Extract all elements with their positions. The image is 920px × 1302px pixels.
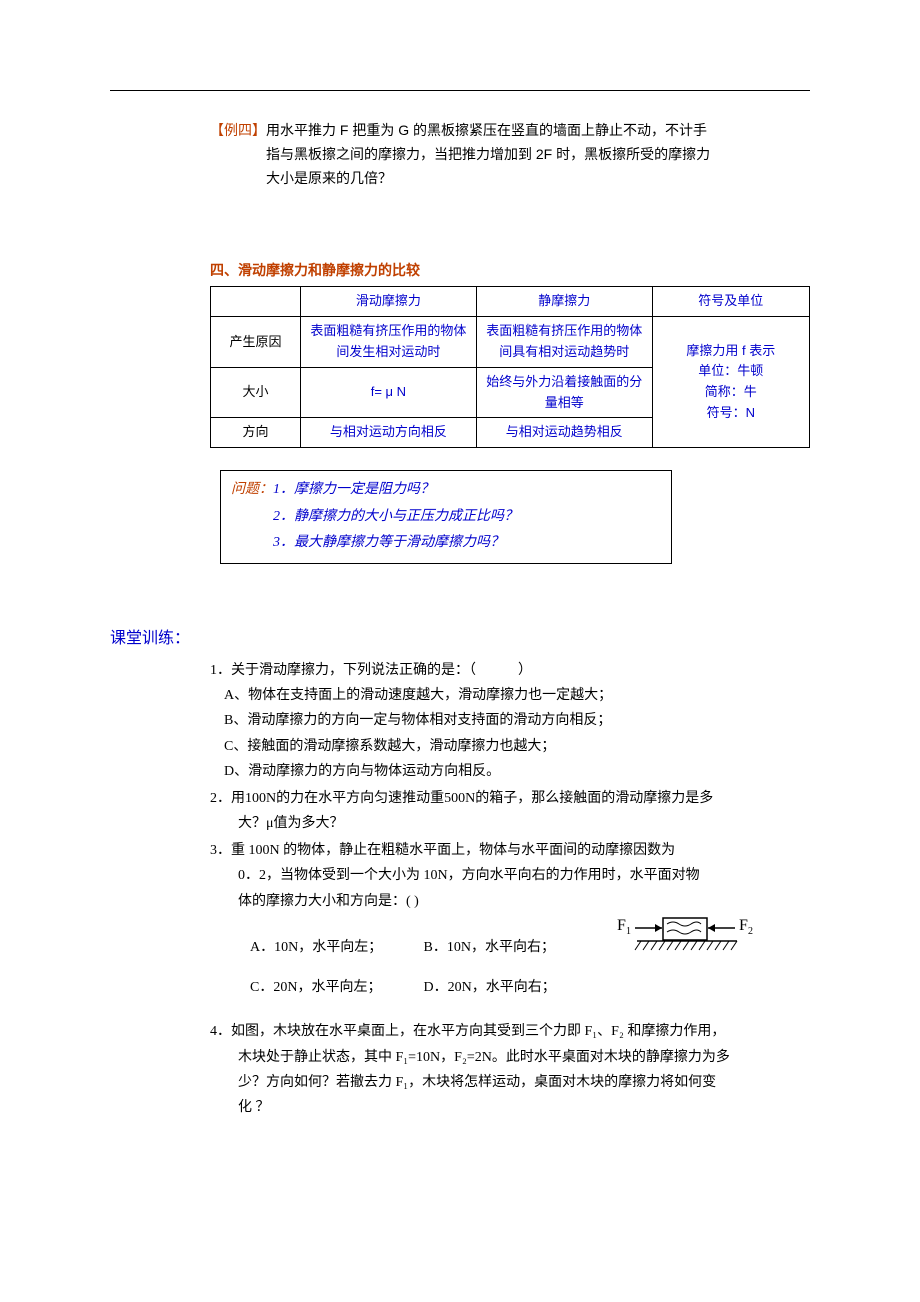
qbox-q1: 1．摩擦力一定是阻力吗？	[273, 482, 434, 497]
comparison-table: 滑动摩擦力 静摩擦力 符号及单位 产生原因 表面粗糙有挤压作用的物体间发生相对运…	[210, 286, 810, 448]
p1-opt-a: A、物体在支持面上的滑动速度越大，滑动摩擦力也一定越大；	[224, 683, 810, 708]
fig-f2-label: F	[739, 917, 748, 934]
row-dir-label: 方向	[211, 418, 301, 448]
row-cause-static: 表面粗糙有挤压作用的物体间具有相对运动趋势时	[476, 317, 652, 368]
example-label: 【例四】	[210, 122, 266, 138]
row-dir-static: 与相对运动趋势相反	[476, 418, 652, 448]
table-header-blank	[211, 287, 301, 317]
training-title: 课堂训练：	[110, 624, 810, 648]
example-text-line3: 大小是原来的几倍？	[266, 170, 392, 186]
p1-opt-c: C、接触面的滑动摩擦系数越大，滑动摩擦力也越大；	[224, 734, 810, 759]
table-header-sliding: 滑动摩擦力	[300, 287, 476, 317]
table-header-static: 静摩擦力	[476, 287, 652, 317]
p1-stem: 1．关于滑动摩擦力，下列说法正确的是：（ ）	[210, 658, 810, 683]
fig-f1-arrowhead	[655, 924, 662, 932]
p4-line2: 木块处于静止状态，其中 F₁=10N，F₂=2N。此时水平桌面对木块的静摩擦力为…	[238, 1045, 810, 1070]
question-box: 问题：1．摩擦力一定是阻力吗？ 问题：2．静摩擦力的大小与正压力成正比吗？ 问题…	[220, 470, 672, 564]
p1-opt-b: B、滑动摩擦力的方向一定与物体相对支持面的滑动方向相反；	[224, 708, 810, 733]
section-4-title: 四、滑动摩擦力和静摩擦力的比较	[210, 260, 810, 280]
fig-f1-sub: 1	[626, 926, 631, 937]
row-mag-sliding: f= μ N	[300, 367, 476, 418]
p2-line2: 大？μ值为多大？	[238, 811, 810, 836]
p3-line2: 0．2，当物体受到一个大小为 10N，方向水平向右的力作用时，水平面对物	[238, 863, 810, 888]
p3-opt-d: D．20N，水平向右；	[424, 975, 594, 1002]
p2-line1: 2．用100N的力在水平方向匀速推动重500N的箱子，那么接触面的滑动摩擦力是多	[210, 786, 810, 811]
qbox-q2: 2．静摩擦力的大小与正压力成正比吗？	[273, 509, 518, 524]
row-mag-label: 大小	[211, 367, 301, 418]
p3-options: A．10N，水平向左； B．10N，水平向右； F 1	[250, 920, 810, 1002]
p4-line1: 4．如图，木块放在水平桌面上，在水平方向其受到三个力即 F₁、F₂ 和摩擦力作用…	[210, 1019, 810, 1044]
table-header-unit: 符号及单位	[652, 287, 809, 317]
p3-opt-a: A．10N，水平向左；	[250, 935, 420, 962]
p3-opt-c: C．20N，水平向左；	[250, 975, 420, 1002]
problem-2: 2．用100N的力在水平方向匀速推动重500N的箱子，那么接触面的滑动摩擦力是多…	[210, 786, 810, 836]
top-rule	[110, 90, 810, 91]
row-mag-static: 始终与外力沿着接触面的分量相等	[476, 367, 652, 418]
problem-1: 1．关于滑动摩擦力，下列说法正确的是：（ ） A、物体在支持面上的滑动速度越大，…	[210, 658, 810, 784]
problems: 1．关于滑动摩擦力，下列说法正确的是：（ ） A、物体在支持面上的滑动速度越大，…	[210, 658, 810, 1120]
p3-opt-b: B．10N，水平向右；	[424, 935, 594, 962]
fig-ground-hatch	[635, 941, 737, 950]
p4-line4: 化 ？	[238, 1095, 810, 1120]
qbox-label: 问题：	[231, 482, 273, 497]
p1-opt-d: D、滑动摩擦力的方向与物体运动方向相反。	[224, 759, 810, 784]
row-cause-sliding: 表面粗糙有挤压作用的物体间发生相对运动时	[300, 317, 476, 368]
problem-3: 3．重 100N 的物体，静止在粗糙水平面上，物体与水平面间的动摩擦因数为 0．…	[210, 838, 810, 1001]
problem-4: 4．如图，木块放在水平桌面上，在水平方向其受到三个力即 F₁、F₂ 和摩擦力作用…	[210, 1019, 810, 1120]
qbox-q3: 3．最大静摩擦力等于滑动摩擦力吗？	[273, 535, 504, 550]
fig-block-hatch	[667, 922, 701, 934]
p3-line1: 3．重 100N 的物体，静止在粗糙水平面上，物体与水平面间的动摩擦因数为	[210, 838, 810, 863]
example-text-line1: 用水平推力 F 把重为 G 的黑板擦紧压在竖直的墙面上静止不动，不计手	[266, 122, 707, 138]
table-header-row: 滑动摩擦力 静摩擦力 符号及单位	[211, 287, 810, 317]
example-4: 【例四】用水平推力 F 把重为 G 的黑板擦紧压在竖直的墙面上静止不动，不计手 …	[210, 119, 810, 190]
row-cause-label: 产生原因	[211, 317, 301, 368]
row-unit-cell: 摩擦力用 f 表示 单位：牛顿 简称：牛 符号：N	[652, 317, 809, 448]
fig-block	[663, 918, 707, 940]
page: 【例四】用水平推力 F 把重为 G 的黑板擦紧压在竖直的墙面上静止不动，不计手 …	[0, 0, 920, 1182]
fig-f2-arrowhead	[708, 924, 715, 932]
row-dir-sliding: 与相对运动方向相反	[300, 418, 476, 448]
figure-svg: F 1 F 2	[607, 914, 767, 974]
example-text-line2: 指与黑板擦之间的摩擦力，当把推力增加到 2F 时，黑板擦所受的摩擦力	[266, 146, 710, 162]
p3-line3: 体的摩擦力大小和方向是：( )	[238, 889, 810, 914]
table-row-cause: 产生原因 表面粗糙有挤压作用的物体间发生相对运动时 表面粗糙有挤压作用的物体间具…	[211, 317, 810, 368]
fig-f2-sub: 2	[748, 926, 753, 937]
figure-block-on-surface: F 1 F 2	[607, 920, 767, 975]
p4-line3: 少？方向如何？若撤去力 F₁，木块将怎样运动，桌面对木块的摩擦力将如何变	[238, 1070, 810, 1095]
fig-f1-label: F	[617, 917, 626, 934]
